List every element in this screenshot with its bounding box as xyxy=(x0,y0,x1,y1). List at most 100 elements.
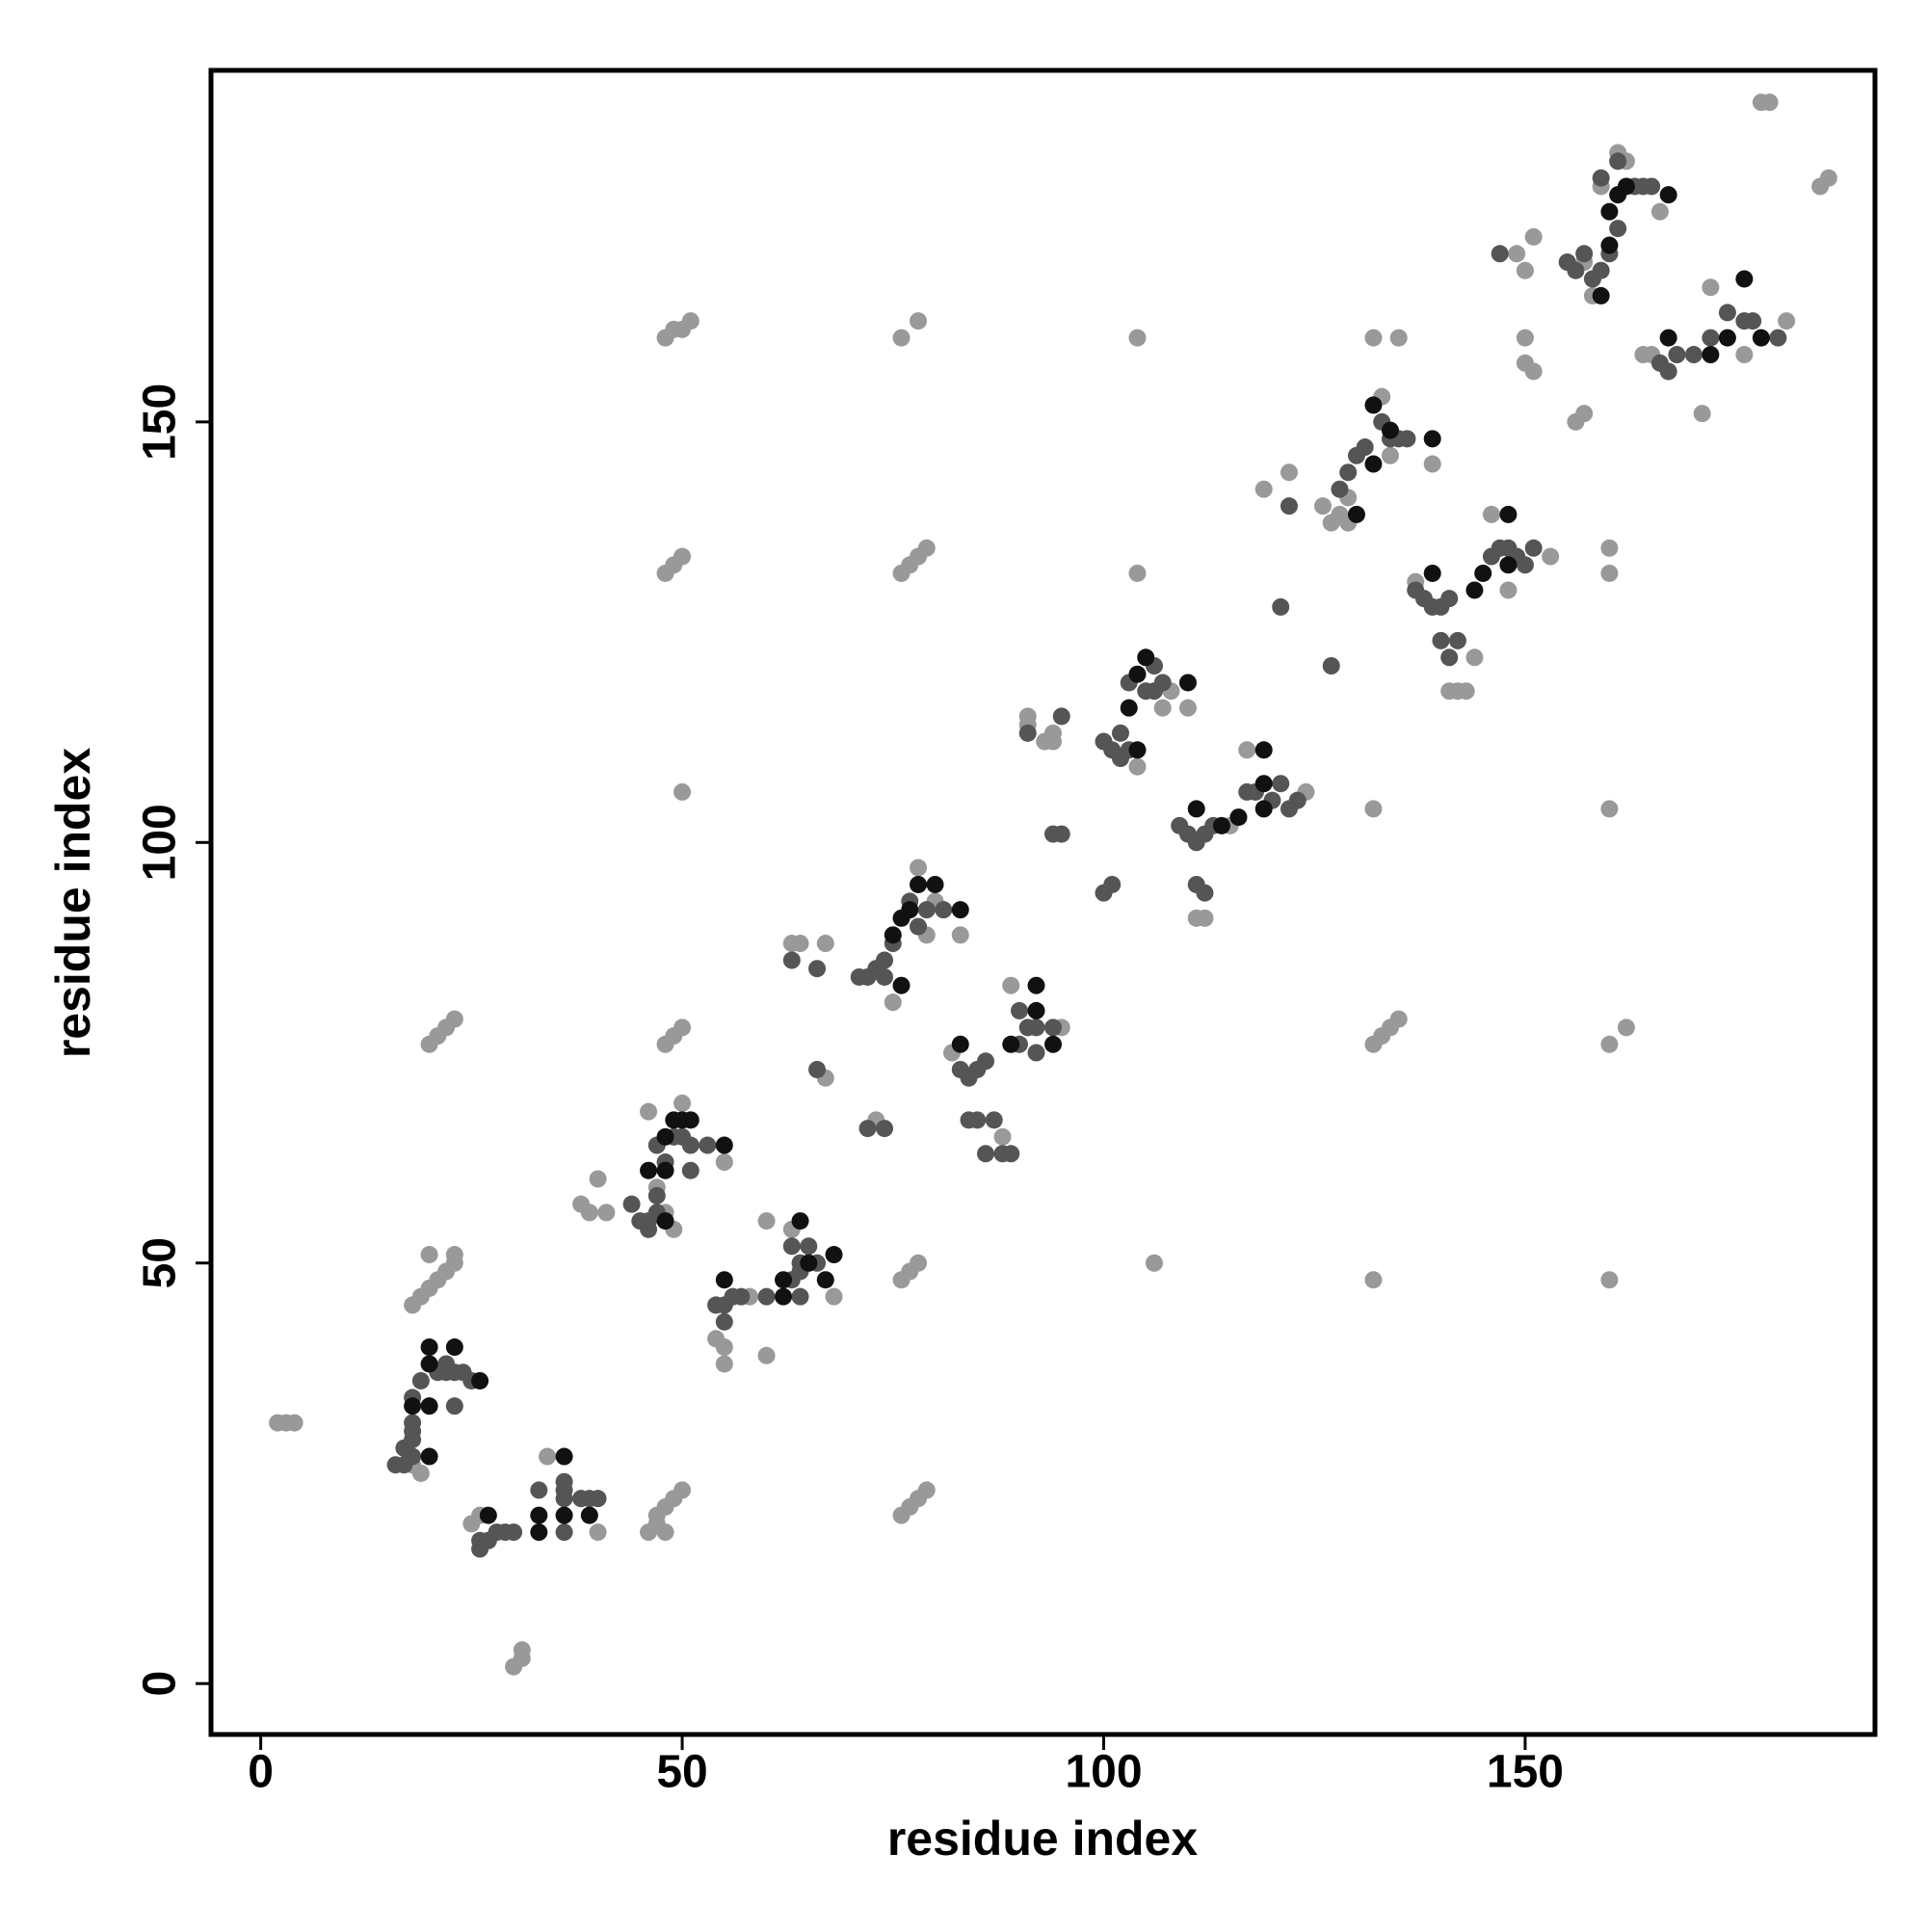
point xyxy=(791,1212,809,1231)
point xyxy=(1592,286,1610,304)
point xyxy=(1592,169,1610,187)
point xyxy=(420,1447,438,1466)
point xyxy=(1465,648,1484,667)
point xyxy=(876,967,894,986)
point xyxy=(1178,699,1197,717)
point xyxy=(1499,581,1518,599)
point xyxy=(910,859,928,877)
point xyxy=(1280,463,1298,482)
point xyxy=(445,1338,463,1357)
point xyxy=(589,1523,607,1542)
y-tick-label: 150 xyxy=(135,384,186,461)
point xyxy=(640,1102,658,1121)
point xyxy=(993,1127,1012,1146)
point xyxy=(800,1237,818,1256)
point xyxy=(825,1246,843,1264)
point xyxy=(1272,775,1290,793)
point xyxy=(1153,674,1172,692)
point xyxy=(681,1161,700,1179)
point xyxy=(420,1397,438,1416)
point xyxy=(1778,312,1796,331)
point xyxy=(1659,329,1677,347)
point xyxy=(1643,177,1661,196)
point xyxy=(1508,245,1526,263)
point xyxy=(1516,261,1534,279)
point xyxy=(1423,564,1441,582)
point xyxy=(775,1287,793,1306)
point xyxy=(445,1246,463,1264)
point xyxy=(656,1161,674,1179)
point xyxy=(1389,1010,1408,1028)
y-tick-label: 100 xyxy=(135,804,186,881)
point xyxy=(1735,346,1754,364)
point xyxy=(1196,909,1214,927)
point xyxy=(411,1371,430,1389)
point xyxy=(1153,699,1172,717)
point xyxy=(411,1464,430,1482)
point xyxy=(951,926,969,944)
point xyxy=(1398,430,1416,448)
point xyxy=(420,1355,438,1373)
point xyxy=(1752,329,1770,347)
point xyxy=(1052,825,1070,843)
point xyxy=(1128,564,1147,582)
point xyxy=(910,312,928,331)
point xyxy=(1364,800,1383,818)
point xyxy=(420,1246,438,1264)
point xyxy=(985,1111,1003,1129)
point xyxy=(858,1120,877,1138)
point xyxy=(1769,329,1787,347)
point xyxy=(775,1271,793,1289)
point xyxy=(1423,455,1441,473)
point xyxy=(1027,976,1045,994)
point xyxy=(285,1414,304,1432)
point xyxy=(1600,202,1619,221)
point xyxy=(656,1212,674,1231)
point xyxy=(1027,1044,1045,1062)
point xyxy=(572,1195,591,1213)
point xyxy=(437,1355,456,1373)
point xyxy=(1381,421,1399,439)
point xyxy=(580,1506,598,1524)
point xyxy=(1693,405,1711,423)
point xyxy=(1575,245,1594,263)
points xyxy=(269,93,1837,1676)
point xyxy=(808,960,827,978)
point xyxy=(876,1120,894,1138)
point xyxy=(1702,278,1720,297)
point xyxy=(530,1481,548,1499)
point xyxy=(1238,741,1256,759)
point xyxy=(555,1523,573,1542)
point xyxy=(1702,346,1720,364)
point xyxy=(1440,648,1459,667)
point xyxy=(1735,270,1754,288)
point xyxy=(1280,497,1298,516)
point xyxy=(1331,480,1349,498)
point xyxy=(673,1019,692,1037)
point xyxy=(782,1237,801,1256)
point xyxy=(1516,556,1534,574)
point xyxy=(1617,1019,1635,1037)
point xyxy=(1524,362,1543,381)
point xyxy=(589,1170,607,1188)
point xyxy=(673,1481,692,1499)
point xyxy=(1347,505,1365,523)
point xyxy=(892,976,911,994)
point xyxy=(1819,169,1837,187)
point xyxy=(876,951,894,969)
point xyxy=(935,901,953,919)
point xyxy=(681,1136,700,1154)
x-axis-label: residue index xyxy=(887,1812,1199,1866)
point xyxy=(1002,1145,1020,1163)
point xyxy=(589,1490,607,1508)
point xyxy=(1600,236,1619,254)
point xyxy=(917,1481,936,1499)
point xyxy=(1491,245,1509,263)
point xyxy=(656,1523,674,1542)
point xyxy=(1659,186,1677,204)
point xyxy=(1128,665,1147,683)
point xyxy=(1322,657,1340,675)
x-tick-label: 150 xyxy=(1487,1747,1564,1798)
point xyxy=(1212,816,1230,834)
point xyxy=(910,1254,928,1272)
